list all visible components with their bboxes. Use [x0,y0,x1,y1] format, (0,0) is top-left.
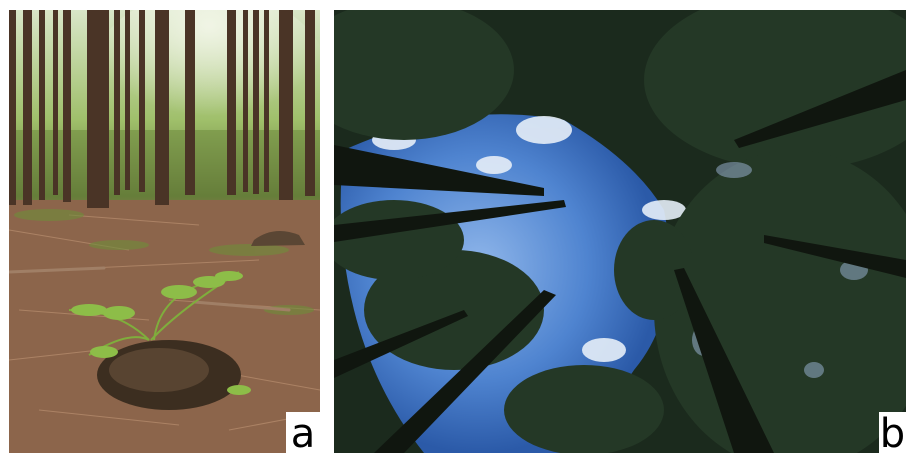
photo-panel-a [9,10,320,453]
tree-canopy-photo [334,10,906,453]
panel-label-b: b [879,412,906,453]
photo-panel-b [334,10,906,453]
panel-label-a: a [286,412,320,454]
forest-floor-photo [9,10,320,453]
